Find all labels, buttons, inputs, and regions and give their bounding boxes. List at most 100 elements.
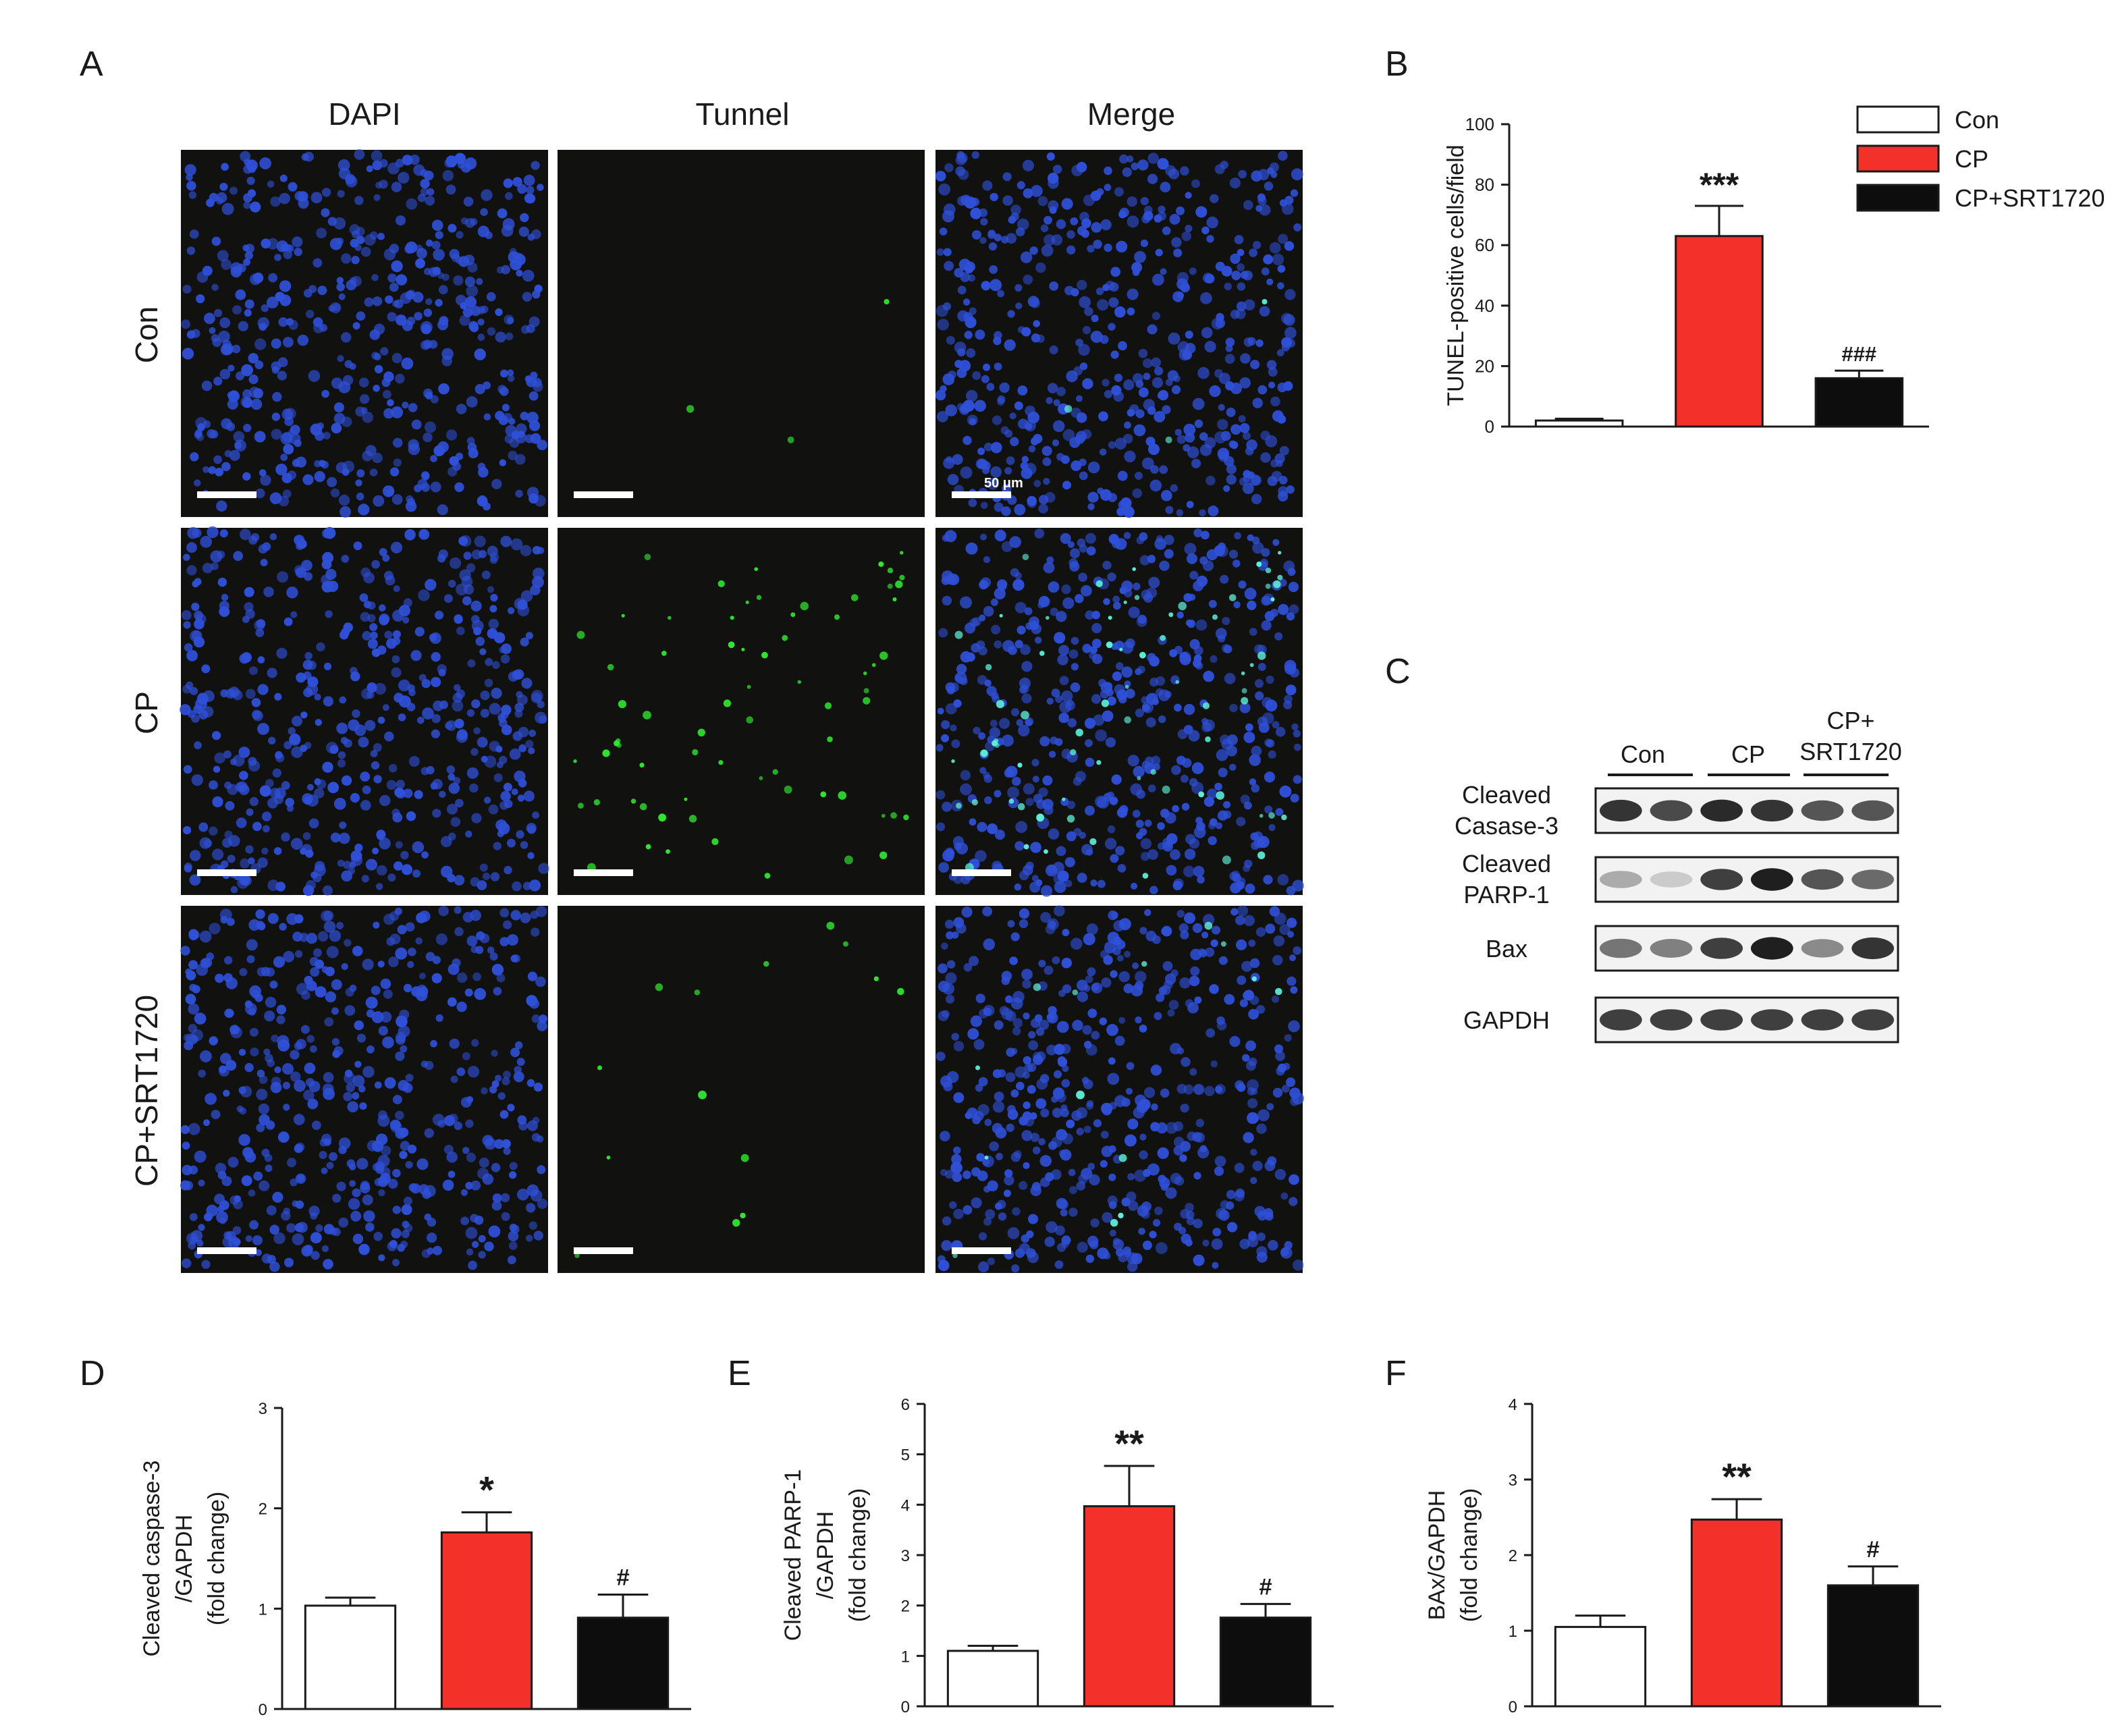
nucleus xyxy=(1174,703,1182,712)
tunel-positive-cell xyxy=(871,663,876,668)
tunel-positive-cell xyxy=(1257,651,1266,660)
tunel-positive-cell xyxy=(643,711,651,720)
nucleus xyxy=(1251,170,1262,182)
nucleus xyxy=(1056,846,1066,857)
nucleus xyxy=(186,330,196,340)
nucleus xyxy=(336,283,345,292)
nucleus xyxy=(935,389,946,401)
nucleus xyxy=(1212,1228,1222,1237)
nucleus xyxy=(439,316,449,325)
nucleus xyxy=(1241,960,1253,972)
nucleus xyxy=(1058,1149,1066,1157)
blot-row-bax: Bax xyxy=(1486,925,1899,972)
nucleus xyxy=(190,452,199,462)
nucleus xyxy=(475,636,485,646)
nucleus xyxy=(1061,585,1071,595)
nucleus xyxy=(1237,248,1245,256)
nucleus xyxy=(1179,1154,1187,1162)
nucleus xyxy=(1184,543,1197,555)
nucleus xyxy=(321,966,329,973)
tunel-positive-cell xyxy=(1228,594,1237,601)
nucleus xyxy=(314,470,325,483)
nucleus xyxy=(395,841,403,849)
nucleus xyxy=(495,331,506,343)
nucleus xyxy=(191,602,200,612)
nucleus xyxy=(1139,1150,1148,1160)
nucleus xyxy=(965,316,977,329)
nucleus xyxy=(1083,1079,1093,1089)
nucleus xyxy=(1079,296,1091,308)
significance-cp: *** xyxy=(1700,166,1739,204)
tunel-positive-cell xyxy=(1036,813,1044,822)
nucleus xyxy=(444,159,454,168)
nucleus xyxy=(1079,362,1088,371)
nucleus xyxy=(1116,240,1128,252)
nucleus xyxy=(1132,962,1139,969)
nucleus xyxy=(967,1028,979,1040)
nucleus xyxy=(957,286,967,295)
nucleus xyxy=(1222,644,1231,653)
nucleus xyxy=(1107,825,1116,834)
nucleus xyxy=(308,1205,320,1217)
nucleus xyxy=(412,869,421,878)
nucleus xyxy=(476,931,485,940)
nucleus xyxy=(345,173,356,184)
nucleus xyxy=(1185,330,1193,339)
nucleus xyxy=(327,782,340,794)
bar-con xyxy=(1534,419,1624,428)
nucleus xyxy=(307,1098,319,1110)
nucleus xyxy=(288,320,298,330)
nucleus xyxy=(1243,200,1253,211)
nucleus xyxy=(460,1189,468,1196)
tunel-positive-cell xyxy=(1008,798,1014,804)
nucleus xyxy=(990,466,1002,478)
tunel-positive-cell xyxy=(844,855,853,865)
nucleus xyxy=(1186,1216,1195,1226)
nucleus xyxy=(1048,1006,1057,1016)
tunel-positive-cell xyxy=(1033,983,1041,992)
nucleus xyxy=(1040,1108,1050,1118)
nucleus xyxy=(997,1199,1006,1210)
nucleus xyxy=(1028,1214,1038,1224)
nucleus xyxy=(290,1050,300,1060)
nucleus xyxy=(1289,954,1297,962)
nucleus xyxy=(1004,467,1012,474)
nucleus xyxy=(407,960,414,969)
nucleus xyxy=(1127,215,1139,228)
nucleus xyxy=(472,972,481,981)
nucleus xyxy=(273,847,282,855)
nucleus xyxy=(391,260,403,273)
nucleus xyxy=(246,176,255,185)
nucleus xyxy=(1012,1207,1021,1216)
nucleus xyxy=(989,265,998,274)
nucleus xyxy=(967,1107,978,1118)
nucleus xyxy=(1236,939,1247,950)
tunel-positive-cell xyxy=(1198,791,1205,798)
nucleus xyxy=(1026,1230,1034,1239)
nucleus xyxy=(1151,935,1161,944)
nucleus xyxy=(1010,437,1019,447)
nucleus xyxy=(1016,719,1024,726)
nucleus xyxy=(315,959,324,969)
nucleus xyxy=(1206,216,1218,229)
nucleus xyxy=(1079,211,1089,222)
nucleus xyxy=(943,248,952,256)
nucleus xyxy=(1226,745,1237,757)
nucleus xyxy=(371,985,381,996)
nucleus xyxy=(495,308,503,317)
nucleus xyxy=(990,192,998,202)
nucleus xyxy=(1131,162,1139,171)
nucleus xyxy=(189,983,197,992)
nucleus xyxy=(1006,456,1015,465)
nucleus xyxy=(209,780,218,790)
blot-band xyxy=(1650,871,1693,888)
bar-cp-srt1720 xyxy=(1814,377,1904,428)
nucleus xyxy=(448,466,458,477)
nucleus xyxy=(1128,606,1140,618)
nucleus xyxy=(1162,960,1173,971)
nucleus xyxy=(416,716,425,724)
nucleus xyxy=(507,375,515,382)
nucleus xyxy=(961,906,973,918)
nucleus xyxy=(1277,874,1289,886)
tunel-positive-cell xyxy=(879,651,888,660)
